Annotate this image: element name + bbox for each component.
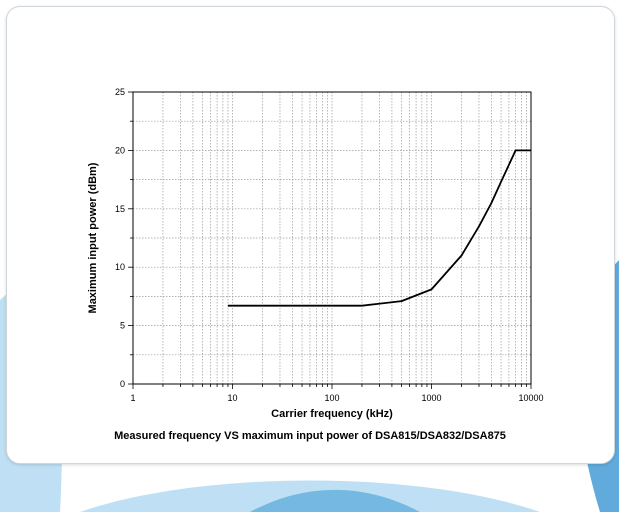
y-tick-label: 10 [115,262,125,272]
y-axis-label: Maximum input power (dBm) [87,162,99,313]
y-tick-label: 25 [115,87,125,97]
x-tick-label: 1000 [421,393,441,403]
x-axis-label: Carrier frequency (kHz) [271,408,393,420]
bg-swoosh-bottom-dark [250,489,420,512]
y-tick-label: 5 [120,321,125,331]
x-tick-label: 10 [227,393,237,403]
x-tick-label: 1 [130,393,135,403]
x-tick-label: 100 [324,393,339,403]
series-line [227,149,531,307]
y-tick-label: 20 [115,145,125,155]
y-tick-label: 0 [120,379,125,389]
figure-caption: Measured frequency VS maximum input powe… [114,430,506,442]
x-tick-label: 10000 [518,393,543,403]
y-tick-label: 15 [115,204,125,214]
